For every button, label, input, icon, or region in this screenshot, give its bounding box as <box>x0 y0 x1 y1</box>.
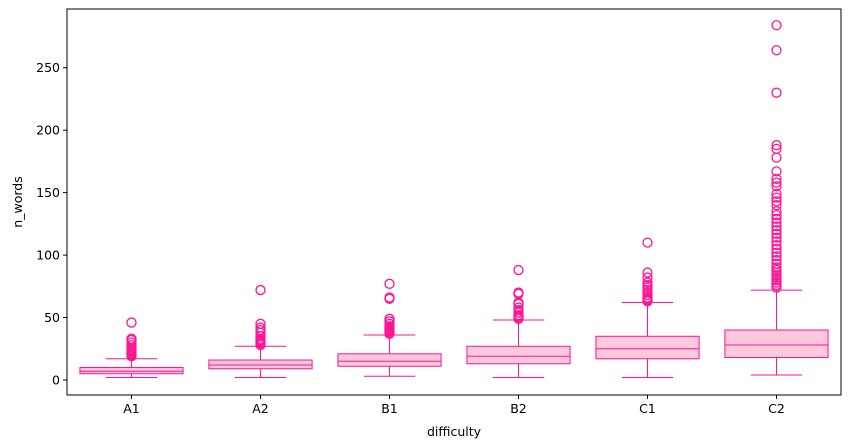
outlier-point <box>513 264 524 276</box>
outlier-point <box>126 333 137 344</box>
y-tick-label: 200 <box>36 123 60 138</box>
outlier-point <box>771 181 782 192</box>
iqr-box <box>466 345 571 365</box>
outlier-point <box>771 196 782 207</box>
box-C1 <box>595 237 700 379</box>
box-C2 <box>724 20 829 376</box>
outlier-point <box>771 206 782 217</box>
outlier-point <box>771 232 782 243</box>
plot-content <box>79 20 829 379</box>
outlier-point <box>513 287 524 298</box>
outlier-point <box>771 254 782 266</box>
iqr-box <box>595 335 700 360</box>
outlier-point <box>771 224 782 236</box>
outlier-point <box>771 236 782 247</box>
box-B1 <box>337 278 442 377</box>
x-tick-label: C1 <box>639 401 656 416</box>
outlier-point <box>771 192 782 203</box>
y-tick-label: 0 <box>52 373 60 388</box>
outlier-point <box>771 188 782 200</box>
outlier-point <box>771 221 782 232</box>
y-axis-label: n_words <box>10 176 25 227</box>
x-tick-label: B1 <box>381 401 398 416</box>
outlier-point <box>771 258 782 269</box>
outlier-point <box>771 87 782 98</box>
outlier-point <box>384 278 395 289</box>
iqr-box <box>337 353 442 367</box>
outlier-point <box>771 173 782 185</box>
outlier-point <box>126 317 137 328</box>
x-tick-label: B2 <box>510 401 527 416</box>
outlier-point <box>771 166 782 177</box>
x-tick-label: A1 <box>123 401 140 416</box>
y-tick-label: 250 <box>36 60 60 75</box>
y-tick-label: 50 <box>44 310 60 325</box>
outlier-point <box>771 247 782 258</box>
iqr-box <box>79 367 184 375</box>
outlier-point <box>771 228 782 240</box>
x-axis: A1 A2 B1 B2 C1 C2 <box>123 395 785 416</box>
outlier-point <box>771 199 782 211</box>
box-A1 <box>79 317 184 379</box>
outlier-point <box>771 262 782 273</box>
outlier-point <box>513 302 524 313</box>
outlier-point <box>771 239 782 251</box>
outlier-point <box>771 209 782 221</box>
outlier-point <box>642 272 653 283</box>
outlier-point <box>771 251 782 262</box>
outlier-point <box>255 284 266 296</box>
iqr-box <box>208 359 313 370</box>
box-A2 <box>208 284 313 379</box>
outlier-point <box>771 140 782 151</box>
outlier-point <box>771 177 782 188</box>
outlier-point <box>642 237 653 248</box>
x-tick-label: A2 <box>252 401 269 416</box>
outlier-point <box>255 322 266 333</box>
outlier-point <box>384 313 395 324</box>
outlier-point <box>642 277 653 288</box>
outlier-point <box>771 20 782 31</box>
outlier-point <box>384 292 395 303</box>
iqr-box <box>724 329 829 359</box>
outlier-point <box>771 45 782 56</box>
outlier-point <box>771 217 782 228</box>
y-tick-label: 100 <box>36 248 60 263</box>
outlier-point <box>771 213 782 225</box>
outlier-point <box>771 243 782 254</box>
outlier-point <box>642 267 653 278</box>
box-B2 <box>466 264 571 379</box>
y-axis: 0 50 100 150 200 250 <box>36 60 67 388</box>
x-axis-label: difficulty <box>427 424 482 439</box>
outlier-point <box>255 318 266 329</box>
plot-frame <box>66 8 842 396</box>
outlier-point <box>771 143 782 155</box>
y-tick-label: 150 <box>36 185 60 200</box>
outlier-point <box>771 152 782 163</box>
x-tick-label: C2 <box>768 401 785 416</box>
